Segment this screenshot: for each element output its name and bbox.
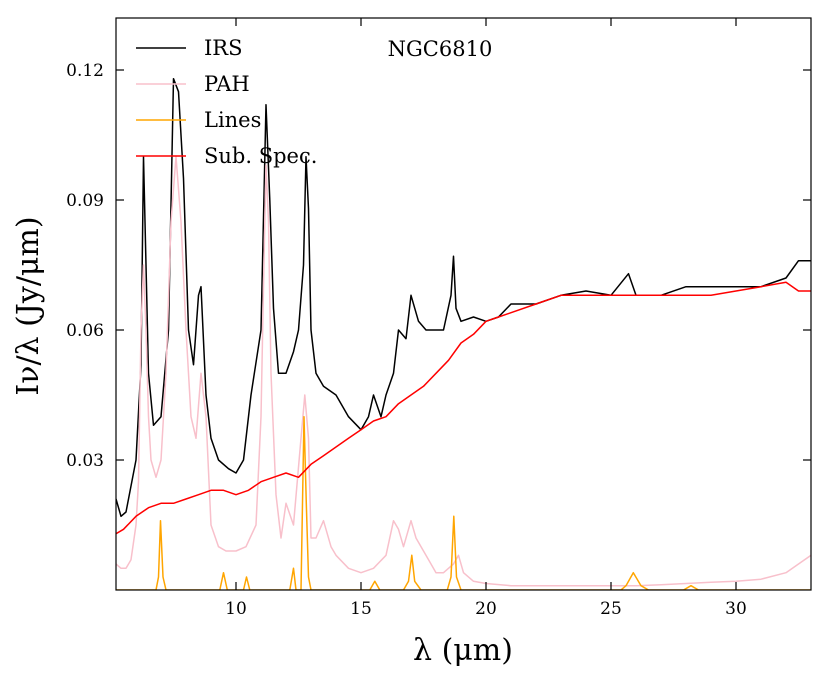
x-axis-label: λ (μm) — [413, 633, 513, 668]
y-tick-label: 0.06 — [66, 321, 104, 341]
y-tick-label: 0.12 — [66, 61, 104, 81]
series-layer — [116, 77, 811, 590]
series-line-pah — [116, 155, 811, 587]
chart-title: NGC6810 — [388, 37, 493, 61]
plot-frame — [115, 17, 812, 591]
series-line-lines — [116, 415, 811, 590]
series-line-sub-spec — [116, 281, 811, 535]
x-tick-label: 15 — [350, 599, 372, 619]
legend-label: Lines — [204, 108, 261, 132]
y-tick-label: 0.09 — [66, 191, 104, 211]
y-tick-label: 0.03 — [66, 451, 104, 471]
x-tick-label: 30 — [725, 599, 747, 619]
ticks-layer: 10 15 20 25 30 0.03 0.06 0.09 0.12 — [66, 18, 811, 619]
x-tick-label: 25 — [600, 599, 622, 619]
x-tick-label: 10 — [225, 599, 247, 619]
legend-label: PAH — [204, 72, 250, 96]
legend-label: Sub. Spec. — [204, 144, 317, 168]
x-tick-label: 20 — [475, 599, 497, 619]
legend: IRS PAH Lines Sub. Spec. — [136, 36, 317, 168]
y-axis-label: Iν/λ (Jy/μm) — [11, 216, 46, 395]
legend-label: IRS — [204, 36, 243, 60]
